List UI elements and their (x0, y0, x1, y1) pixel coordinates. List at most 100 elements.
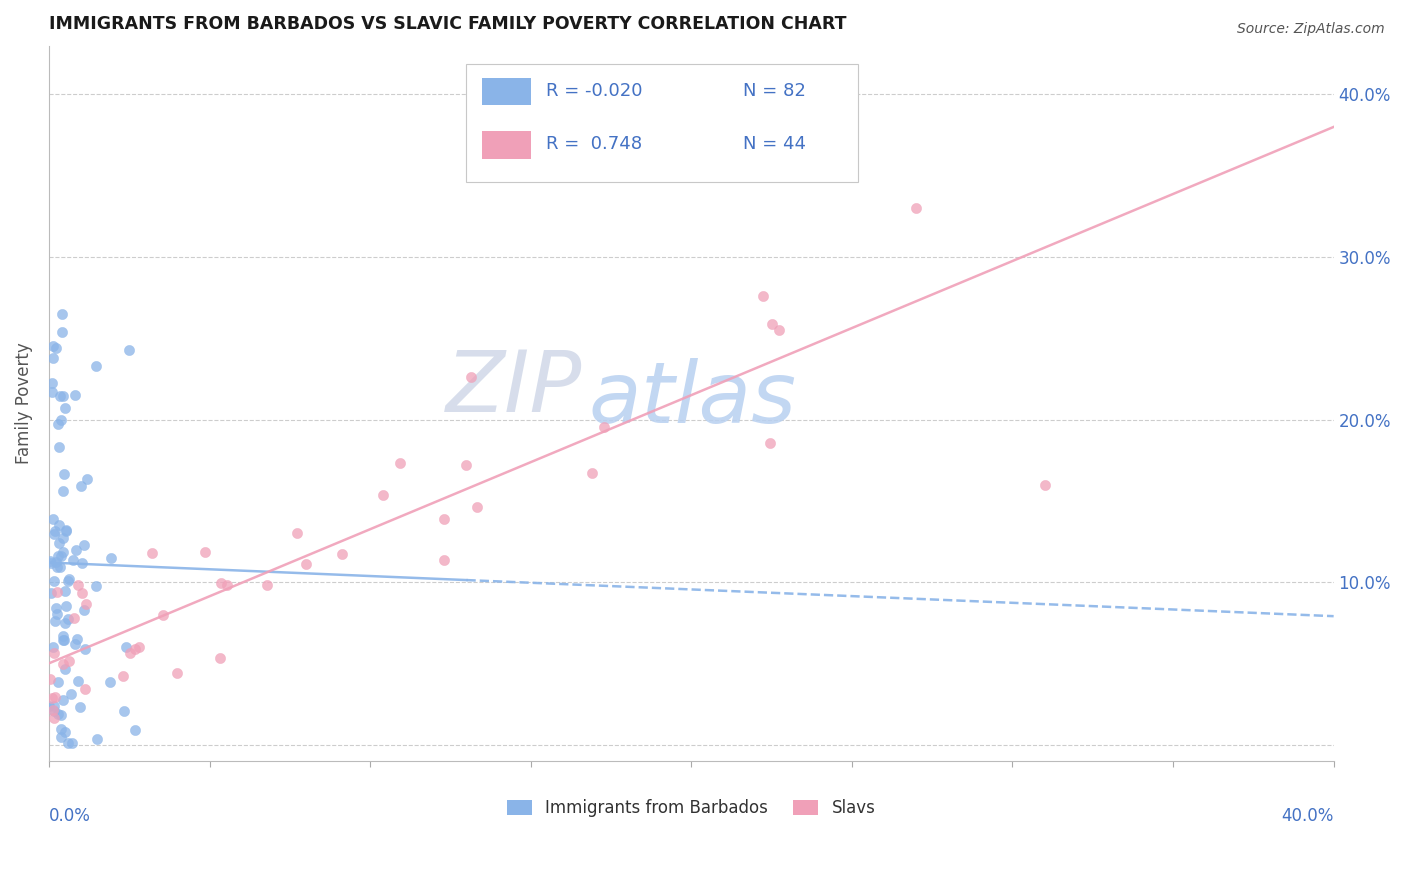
Point (124, 723, 146, 738)
Point (194, 545, 217, 559)
Point (115, 640, 138, 655)
Point (75, 682, 97, 697)
Point (41, 339, 63, 353)
Point (70, 586, 93, 600)
Text: atlas: atlas (589, 359, 797, 442)
Point (460, 370, 482, 384)
Point (111, 669, 134, 683)
Point (51, 325, 73, 339)
Point (752, 289, 775, 303)
Point (65, 388, 87, 402)
Point (41, 691, 63, 706)
Point (759, 436, 782, 450)
Point (62, 552, 84, 566)
Point (454, 458, 477, 472)
Text: IMMIGRANTS FROM BARBADOS VS SLAVIC FAMILY POVERTY CORRELATION CHART: IMMIGRANTS FROM BARBADOS VS SLAVIC FAMIL… (49, 15, 846, 33)
Point (69, 700, 91, 714)
Point (209, 575, 232, 590)
Text: 0.0%: 0.0% (49, 807, 91, 825)
Point (1033, 477, 1056, 491)
Point (56, 736, 79, 750)
Text: R =  0.748: R = 0.748 (546, 136, 643, 153)
Point (118, 343, 141, 358)
Point (49, 559, 72, 574)
Point (208, 650, 231, 665)
Y-axis label: Family Poverty: Family Poverty (15, 343, 32, 464)
Point (53, 467, 76, 481)
Point (49, 412, 72, 426)
Point (48, 706, 70, 721)
Point (53, 725, 76, 739)
Point (45, 560, 67, 574)
Point (69, 479, 91, 493)
Point (46, 549, 69, 563)
Point (294, 557, 316, 571)
Point (55, 599, 77, 614)
Point (49, 389, 72, 403)
Point (433, 512, 456, 526)
Point (330, 547, 353, 561)
Point (465, 500, 488, 515)
Point (39, 554, 62, 568)
Point (52, 531, 75, 545)
Point (52, 389, 75, 403)
Point (44, 524, 66, 538)
Point (67, 578, 90, 592)
Point (42, 703, 65, 717)
Point (48, 518, 70, 533)
Point (42, 512, 65, 526)
Point (70, 556, 93, 570)
Point (84, 359, 107, 373)
Point (52, 633, 75, 648)
Point (49, 722, 72, 736)
Point (48, 417, 70, 432)
Point (433, 553, 456, 567)
Point (41, 376, 63, 390)
Point (42, 711, 65, 725)
Point (45, 601, 67, 615)
Point (56, 574, 79, 588)
Point (581, 466, 603, 480)
FancyBboxPatch shape (467, 63, 858, 182)
Point (44, 615, 66, 629)
Point (60, 736, 83, 750)
Point (67, 673, 90, 688)
Point (761, 318, 783, 332)
Point (49, 708, 72, 723)
Point (42, 646, 65, 660)
Point (52, 545, 75, 559)
Point (141, 546, 163, 560)
Point (73, 642, 96, 657)
Point (48, 440, 70, 454)
Point (65, 542, 87, 557)
Point (73, 603, 96, 617)
Text: Source: ZipAtlas.com: Source: ZipAtlas.com (1237, 22, 1385, 37)
Point (66, 632, 89, 647)
Point (38, 699, 60, 714)
Point (51, 307, 73, 321)
Text: 40.0%: 40.0% (1281, 807, 1334, 825)
Point (371, 488, 394, 502)
Text: R = -0.020: R = -0.020 (546, 82, 643, 100)
Point (768, 323, 790, 337)
Point (112, 704, 135, 718)
Point (118, 646, 141, 660)
Point (75, 597, 97, 611)
Point (166, 666, 188, 681)
Point (41, 384, 63, 399)
Point (42, 574, 65, 589)
Point (53, 616, 76, 631)
Point (58, 654, 80, 668)
FancyBboxPatch shape (482, 78, 530, 105)
Point (55, 523, 77, 537)
Point (45, 341, 67, 355)
Point (592, 420, 614, 434)
Point (52, 483, 75, 498)
Point (53, 632, 76, 647)
Point (52, 692, 75, 706)
Point (84, 579, 107, 593)
Point (52, 629, 75, 643)
Point (63, 611, 86, 625)
Point (86, 732, 108, 747)
Point (41, 640, 63, 655)
